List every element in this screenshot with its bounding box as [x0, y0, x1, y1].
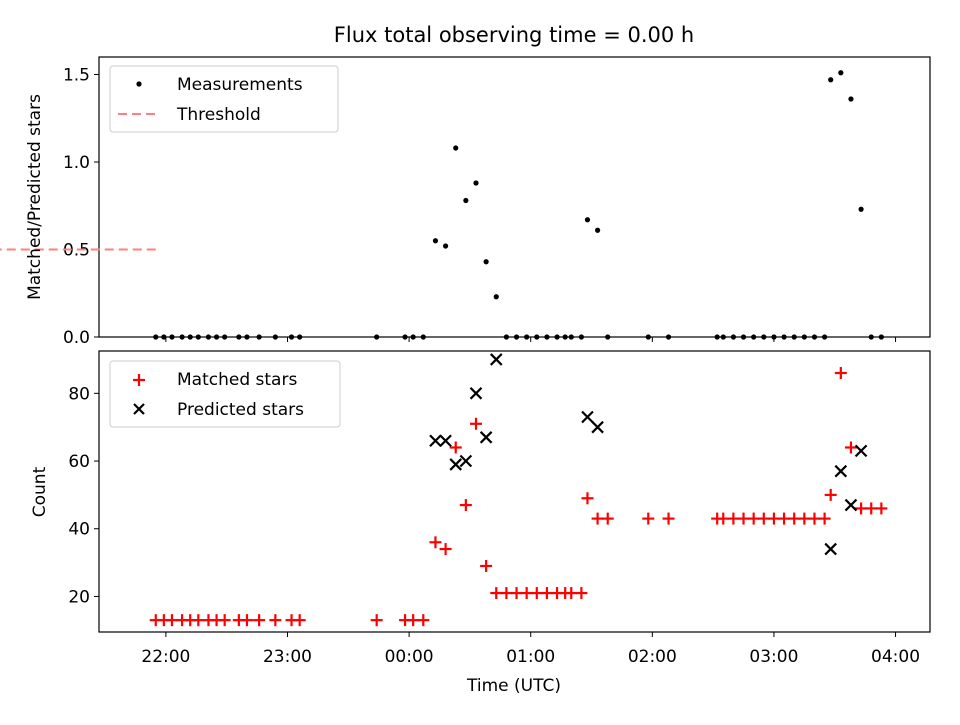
bottom-ylabel: Count — [30, 466, 50, 517]
figure: Flux total observing time = 0.00 h 0.00.… — [0, 0, 960, 720]
measurement-point — [781, 334, 786, 339]
legend-threshold-label: Threshold — [176, 105, 261, 125]
measurement-point — [524, 334, 529, 339]
bottom-panel: 20 40 60 80 22:00 23:00 00:00 01:00 02:00 03:00 0… — [30, 351, 930, 696]
measurement-point — [822, 334, 827, 339]
top-y-axis: 0.0 0.5 1.0 1.5 — [63, 66, 99, 349]
xtick-label: 04:00 — [871, 647, 920, 667]
measurement-point — [244, 334, 249, 339]
measurement-point — [741, 334, 746, 339]
legend-matched-label: Matched stars — [177, 370, 297, 390]
measurement-point — [421, 334, 426, 339]
measurement-point — [544, 334, 549, 339]
legend-measurements-label: Measurements — [177, 75, 303, 95]
measurement-point — [214, 334, 219, 339]
measurement-point — [514, 334, 519, 339]
measurement-point — [196, 334, 201, 339]
measurement-point — [534, 334, 539, 339]
measurement-point — [879, 334, 884, 339]
measurement-point — [484, 259, 489, 264]
legend-predicted-label: Predicted stars — [177, 400, 304, 420]
measurement-point — [257, 334, 262, 339]
measurement-point — [504, 334, 509, 339]
measurement-point — [169, 334, 174, 339]
bottom-ytick-label: 80 — [68, 384, 90, 404]
measurement-point — [579, 334, 584, 339]
x-axis-label: Time (UTC) — [466, 676, 561, 696]
measurement-point — [771, 334, 776, 339]
top-legend: Measurements Threshold — [110, 66, 338, 132]
measurement-point — [273, 334, 278, 339]
measurement-point — [494, 294, 499, 299]
measurement-point — [161, 334, 166, 339]
measurement-point — [297, 334, 302, 339]
measurement-point — [188, 334, 193, 339]
measurement-point — [731, 334, 736, 339]
measurement-point — [473, 180, 478, 185]
measurement-point — [761, 334, 766, 339]
measurement-point — [838, 70, 843, 75]
measurement-point — [605, 334, 610, 339]
xtick-label: 02:00 — [628, 647, 677, 667]
measurement-point — [433, 238, 438, 243]
measurement-point — [563, 334, 568, 339]
bottom-legend: Matched stars Predicted stars — [110, 361, 340, 427]
measurement-point — [585, 217, 590, 222]
measurement-point — [180, 334, 185, 339]
measurement-point — [289, 334, 294, 339]
measurement-point — [236, 334, 241, 339]
measurement-point — [222, 334, 227, 339]
measurement-point — [206, 334, 211, 339]
measurement-point — [721, 334, 726, 339]
bottom-ytick-label: 60 — [68, 452, 90, 472]
measurement-point — [802, 334, 807, 339]
top-ytick-label: 1.5 — [63, 66, 90, 86]
xtick-label: 23:00 — [263, 647, 312, 667]
measurement-point — [595, 228, 600, 233]
measurement-point — [554, 334, 559, 339]
measurement-point — [443, 243, 448, 248]
measurement-point — [792, 334, 797, 339]
measurement-point — [848, 96, 853, 101]
measurement-point — [812, 334, 817, 339]
measurement-point — [646, 334, 651, 339]
figure-title: Flux total observing time = 0.00 h — [334, 23, 694, 47]
top-panel: 0.00.51.01.5 Matched/Predicted stars Mea… — [0, 57, 930, 348]
measurement-point — [463, 198, 468, 203]
bottom-y-axis: 20 40 60 80 — [68, 384, 99, 607]
measurement-point — [411, 334, 416, 339]
measurement-point — [715, 334, 720, 339]
top-ytick-label: 1.0 — [63, 153, 90, 173]
bottom-ytick-label: 20 — [68, 587, 90, 607]
xtick-label: 00:00 — [385, 647, 434, 667]
measurement-point — [828, 77, 833, 82]
xtick-label: 22:00 — [141, 647, 190, 667]
measurement-point — [751, 334, 756, 339]
top-ytick-label: 0.0 — [63, 328, 90, 348]
bottom-x-axis: 22:00 23:00 00:00 01:00 02:00 03:00 04:00 — [141, 632, 920, 667]
top-ylabel: Matched/Predicted stars — [25, 94, 45, 300]
measurement-point — [453, 145, 458, 150]
measurement-point — [569, 334, 574, 339]
legend-measurements-marker — [136, 81, 141, 86]
measurement-point — [858, 207, 863, 212]
measurement-point — [153, 334, 158, 339]
measurement-point — [402, 334, 407, 339]
xtick-label: 01:00 — [506, 647, 555, 667]
measurement-point — [374, 334, 379, 339]
bottom-ytick-label: 40 — [68, 520, 90, 540]
measurement-point — [666, 334, 671, 339]
xtick-label: 03:00 — [749, 647, 798, 667]
measurement-point — [869, 334, 874, 339]
